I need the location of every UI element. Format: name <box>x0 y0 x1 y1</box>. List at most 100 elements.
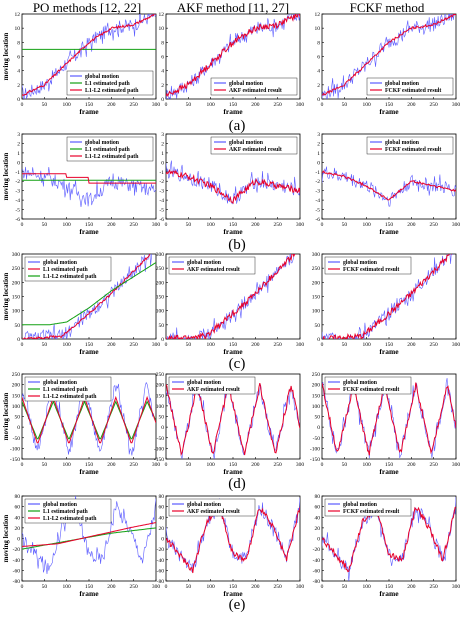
x-tick-label: 150 <box>229 584 238 590</box>
y-tick-label: -150 <box>10 457 20 463</box>
x-tick-label: 0 <box>21 584 24 590</box>
y-tick-label: 3 <box>317 132 320 138</box>
x-tick-label: 300 <box>452 584 461 590</box>
x-tick-label: 50 <box>186 462 192 468</box>
x-tick-label: 50 <box>42 102 48 108</box>
series-group <box>166 254 298 339</box>
y-tick-label: 0 <box>17 160 20 166</box>
y-tick-label: 250 <box>156 266 165 272</box>
y-tick-label: 250 <box>312 372 321 378</box>
x-tick-label: 150 <box>85 222 94 228</box>
x-axis-label: frame <box>379 227 399 236</box>
y-tick-label: 250 <box>312 266 321 272</box>
legend-entry: FCKF estimated result <box>343 387 399 393</box>
series-group <box>166 382 300 459</box>
y-tick-label: -20 <box>313 547 321 553</box>
x-tick-label: 150 <box>229 102 238 108</box>
y-tick-label: 200 <box>156 280 165 286</box>
series-line-0 <box>322 166 456 207</box>
y-tick-label: 80 <box>15 494 21 500</box>
y-tick-label: 20 <box>159 526 165 532</box>
series-group <box>322 166 456 207</box>
x-tick-label: 200 <box>251 222 260 228</box>
legend-entry: AKF estimated result <box>187 387 240 393</box>
y-tick-label: 6 <box>17 55 20 61</box>
legend-entry: L1-L2 estimated path <box>43 516 97 522</box>
series-line-0 <box>166 14 300 99</box>
series-group <box>22 166 156 208</box>
y-tick-label: 10 <box>315 26 321 32</box>
x-axis-label: frame <box>379 347 399 356</box>
series-line-1 <box>322 254 452 339</box>
x-tick-label: 0 <box>21 342 24 348</box>
y-tick-label: 0 <box>317 537 320 543</box>
y-tick-label: 100 <box>12 309 21 315</box>
y-tick-label: -1 <box>159 170 164 176</box>
y-tick-label: 2 <box>17 83 20 89</box>
x-tick-label: 150 <box>385 584 394 590</box>
series-group <box>22 379 156 456</box>
series-group <box>22 254 156 339</box>
caption-d: (d) <box>228 476 246 492</box>
y-tick-label: 100 <box>312 309 321 315</box>
y-tick-label: 12 <box>159 12 165 18</box>
x-tick-label: 200 <box>407 462 416 468</box>
series-line-0 <box>22 14 156 99</box>
x-tick-label: 300 <box>296 584 305 590</box>
chart-panel-3-0: 0 50 100 150 200 250 300 -150 -100 -50 0 50 100 150 20… <box>2 372 160 476</box>
y-tick-label: 4 <box>17 69 20 75</box>
x-tick-label: 50 <box>186 102 192 108</box>
legend-box <box>168 376 256 395</box>
legend-entry: FCKF estimated result <box>343 267 399 273</box>
x-tick-label: 150 <box>85 102 94 108</box>
x-tick-label: 300 <box>152 584 161 590</box>
series-line-2 <box>22 395 156 444</box>
legend-entry: global motion <box>385 81 420 87</box>
chart-panel-0-1: 0 50 100 150 200 250 300 0 2 4 6 8 10 12 frame global m… <box>159 12 305 116</box>
x-tick-label: 100 <box>207 584 216 590</box>
y-tick-label: 300 <box>312 252 321 258</box>
y-tick-label: -20 <box>157 547 165 553</box>
y-tick-label: 40 <box>159 515 165 521</box>
legend-entry: global motion <box>229 140 264 146</box>
series-line-1 <box>322 14 456 96</box>
y-tick-label: -150 <box>154 457 164 463</box>
y-axis-label: moving location <box>2 273 10 321</box>
x-tick-label: 250 <box>274 342 283 348</box>
y-axis-label: moving location <box>2 393 10 441</box>
x-tick-label: 50 <box>186 222 192 228</box>
chart-panel-4-1: 0 50 100 150 200 250 300 -80 -60 -40 -20 0 20 40 60 80 f… <box>157 494 305 598</box>
chart-panel-1-1: 0 50 100 150 200 250 300 -6 -5 -4 -3 -2 -1 0 1 2 3 frame g… <box>159 132 304 236</box>
legend-entry: L1-L2 estimated path <box>85 88 139 94</box>
y-tick-label: 0 <box>161 160 164 166</box>
legend-entry: AKF estimated result <box>229 88 282 94</box>
series-line-1 <box>166 505 300 574</box>
x-tick-label: 150 <box>85 462 94 468</box>
y-tick-label: -2 <box>15 179 20 185</box>
y-tick-label: 50 <box>315 415 321 421</box>
y-tick-label: 50 <box>159 323 165 329</box>
x-axis-label: frame <box>379 467 399 476</box>
legend-box <box>168 256 256 275</box>
x-tick-label: 250 <box>430 102 439 108</box>
x-tick-label: 300 <box>452 102 461 108</box>
x-tick-label: 0 <box>21 222 24 228</box>
series-line-2 <box>22 173 156 184</box>
y-tick-label: 60 <box>315 505 321 511</box>
x-tick-label: 0 <box>321 342 324 348</box>
caption-a: (a) <box>228 118 246 134</box>
y-tick-label: 2 <box>17 141 20 147</box>
y-tick-label: 12 <box>315 12 321 18</box>
x-tick-label: 50 <box>342 342 348 348</box>
y-tick-label: 0 <box>161 97 164 103</box>
series-line-1 <box>322 506 456 573</box>
x-axis-label: frame <box>223 589 243 598</box>
y-tick-label: -3 <box>315 189 320 195</box>
chart-panel-3-2: 0 50 100 150 200 250 300 -150 -100 -50 0 50 100 150 20… <box>310 372 460 476</box>
legend-entry: global motion <box>187 260 222 266</box>
y-tick-label: -3 <box>15 189 20 195</box>
caption-e: (e) <box>228 597 246 613</box>
x-tick-label: 250 <box>430 462 439 468</box>
y-tick-label: 40 <box>15 515 21 521</box>
